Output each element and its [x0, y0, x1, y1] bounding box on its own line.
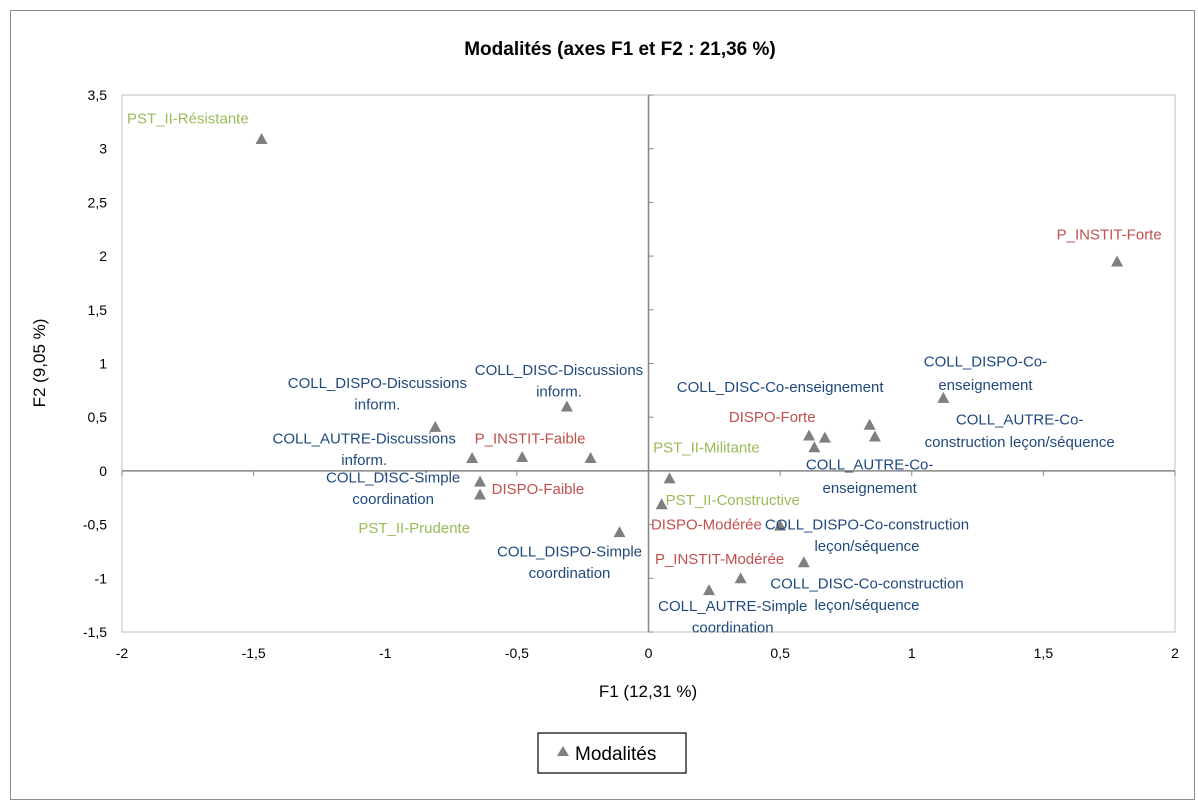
- chart-title: Modalités (axes F1 et F2 : 21,36 %): [464, 39, 776, 60]
- x-tick-label: 0: [645, 645, 653, 661]
- point-label: P_INSTIT-Forte: [1057, 227, 1162, 244]
- data-point-triangle: [560, 400, 573, 412]
- point-label: coordination: [352, 491, 434, 508]
- data-point-triangle: [1111, 255, 1124, 267]
- data-point-triangle: [255, 133, 268, 145]
- y-axis-title: F2 (9,05 %): [30, 319, 49, 408]
- point-label: inform.: [354, 396, 400, 413]
- data-point-triangle: [818, 431, 831, 443]
- x-tick-label: 0,5: [770, 645, 790, 661]
- y-tick-label: 3: [99, 141, 107, 157]
- point-label: PST_II-Prudente: [358, 520, 470, 537]
- y-tick-label: 3,5: [88, 87, 108, 103]
- point-label: COLL_DISPO-Discussions: [288, 375, 467, 392]
- x-tick-label: -2: [116, 645, 129, 661]
- point-label: COLL_DISC-Simple: [326, 469, 460, 486]
- point-label: COLL_DISPO-Co-construction: [765, 517, 969, 534]
- y-tick-label: 0: [99, 463, 107, 479]
- data-point-triangle: [808, 441, 821, 453]
- y-tick-label: 1: [99, 356, 107, 372]
- point-label: P_INSTIT-Modérée: [655, 551, 784, 568]
- point-label: COLL_AUTRE-Co-: [806, 456, 934, 473]
- data-point-triangle: [937, 391, 950, 403]
- data-point-triangle: [429, 420, 442, 432]
- data-point-triangle: [474, 488, 487, 500]
- legend-entry: Modalités: [575, 744, 656, 765]
- data-point-triangle: [655, 498, 668, 510]
- data-point-triangle: [774, 519, 787, 531]
- point-label: PST_II-Constructive: [666, 492, 800, 509]
- point-label: leçon/séquence: [814, 538, 919, 555]
- data-point-triangle: [663, 472, 676, 484]
- x-tick-label: -1,5: [242, 645, 266, 661]
- x-tick-label: 1,5: [1034, 645, 1054, 661]
- data-point-triangle: [734, 572, 747, 584]
- point-label: COLL_DISC-Discussions: [475, 362, 643, 379]
- point-label: COLL_DISC-Co-construction: [770, 576, 963, 593]
- point-label: PST_II-Militante: [653, 439, 760, 456]
- x-axis-title: F1 (12,31 %): [599, 682, 697, 701]
- axes: [121, 94, 1176, 633]
- point-label: COLL_DISC-Co-enseignement: [677, 379, 885, 396]
- data-point-triangle: [466, 452, 479, 464]
- y-tick-label: 0,5: [88, 409, 108, 425]
- point-label: COLL_AUTRE-Co-: [956, 411, 1084, 428]
- data-point-triangle: [474, 475, 487, 487]
- point-label: leçon/séquence: [814, 597, 919, 614]
- point-label: DISPO-Forte: [729, 409, 816, 426]
- point-label: coordination: [692, 620, 774, 637]
- data-point-triangle: [516, 450, 529, 462]
- point-label: COLL_DISPO-Co-: [924, 353, 1047, 370]
- point-label: P_INSTIT-Faible: [475, 431, 586, 448]
- point-labels: PST_II-Résistante P_INSTIT-Forte COLL_DISC…: [127, 111, 1162, 637]
- data-point-triangle: [797, 556, 810, 568]
- point-label: COLL_AUTRE-Simple: [658, 598, 807, 615]
- y-tick-label: -0,5: [83, 517, 107, 533]
- y-tick-labels: -1,5 -1 -0,5 0 0,5 1 1,5 2 2,5 3 3,5: [83, 87, 107, 640]
- data-point-triangle: [703, 584, 716, 596]
- point-label: DISPO-Modérée: [651, 517, 762, 534]
- data-point-triangle: [584, 452, 597, 464]
- data-point-triangle: [863, 418, 876, 430]
- x-tick-label: 1: [908, 645, 916, 661]
- x-tick-label: -0,5: [505, 645, 529, 661]
- data-point-triangle: [613, 526, 626, 538]
- x-tick-labels: -2 -1,5 -1 -0,5 0 0,5 1 1,5 2: [116, 645, 1179, 661]
- data-point-triangle: [868, 430, 881, 442]
- legend: Modalités: [537, 732, 687, 774]
- legend-marker-triangle-icon: [557, 746, 569, 756]
- x-tick-label: 2: [1171, 645, 1179, 661]
- y-tick-label: 2,5: [88, 194, 108, 210]
- point-label: inform.: [536, 383, 582, 400]
- point-label: construction leçon/séquence: [925, 434, 1115, 451]
- point-label: enseignement: [823, 480, 918, 497]
- point-label: COLL_AUTRE-Discussions: [272, 431, 455, 448]
- point-label: coordination: [529, 565, 611, 582]
- y-tick-label: -1: [95, 570, 108, 586]
- point-label: PST_II-Résistante: [127, 111, 249, 128]
- data-points: [255, 133, 1124, 596]
- data-point-triangle: [803, 429, 816, 441]
- y-tick-label: 1,5: [88, 302, 108, 318]
- point-label: COLL_DISPO-Simple: [497, 543, 642, 560]
- y-tick-label: -1,5: [83, 624, 107, 640]
- x-tick-label: -1: [379, 645, 392, 661]
- y-tick-label: 2: [99, 248, 107, 264]
- point-label: DISPO-Faible: [492, 481, 585, 498]
- point-label: enseignement: [938, 377, 1033, 394]
- point-label: inform.: [341, 452, 387, 469]
